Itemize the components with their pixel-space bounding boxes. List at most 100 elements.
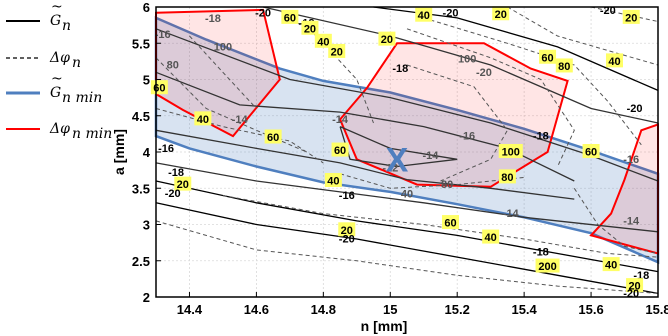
y-tick-label-7: 5.5 [132, 36, 150, 51]
legend-label-phase-min-main: Δφ [49, 121, 70, 137]
gain-contour-1 [262, 6, 659, 124]
legend-label-gain-main: G [50, 13, 61, 29]
phase-contour-5 [189, 35, 257, 109]
contour-label-28: -16 [155, 29, 171, 41]
x-axis-label: n [mm] [361, 318, 408, 334]
contour-label-33: -14 [232, 114, 249, 126]
contour-label-16: 80 [558, 61, 570, 73]
legend-label-gain-min-tilde: ~ [51, 71, 63, 87]
contour-label-bg-1 [281, 9, 299, 24]
contour-label-bg-22 [498, 144, 523, 158]
x-tick-label-4: 15.2 [445, 302, 470, 317]
contour-label-23: 80 [441, 179, 453, 191]
contour-label-41: -20 [165, 188, 181, 200]
legend-label-gain-min-sub: n min [62, 90, 102, 106]
contour-label-bg-52 [602, 257, 620, 272]
contour-label-37: -12 [382, 162, 398, 174]
contour-label-20: -16 [459, 131, 475, 143]
legend-item-gain-min: G ~ n min [6, 71, 102, 106]
y-tick-label-4: 4 [143, 145, 151, 160]
regions [154, 8, 660, 265]
y-tick-label-1: 2.5 [132, 254, 150, 269]
y-tick-label-6: 5 [143, 73, 150, 88]
contour-label-55: -20 [623, 288, 639, 300]
contour-label-bg-3 [301, 20, 319, 35]
contour-label-bg-24 [498, 169, 516, 184]
phase-contour-3 [423, 17, 642, 146]
y-tick-label-8: 6 [143, 0, 150, 15]
phase-contour-12 [573, 188, 659, 254]
contour-label-35: -14 [332, 114, 349, 126]
contour-label-bg-4 [314, 33, 332, 48]
contour-label-49: 40 [485, 232, 497, 244]
contour-label-18: -20 [627, 103, 643, 115]
contour-label-bg-16 [555, 58, 573, 73]
contour-label-43: -16 [339, 190, 355, 202]
contour-label-31: 60 [153, 83, 165, 95]
contour-label-bg-6 [415, 7, 433, 22]
contour-label-1: 60 [284, 12, 296, 24]
contour-label-bg-45 [442, 215, 460, 230]
contour-label-bg-42 [324, 173, 342, 187]
contour-label-bg-31 [150, 80, 168, 95]
gain-contour-2 [155, 28, 659, 182]
contour-labels: -2060-1820402040-202020-2020-18100-20608… [150, 5, 649, 300]
gain-contour-6 [155, 162, 659, 233]
contour-label-44: 40 [401, 189, 413, 201]
phase-contour-8 [222, 195, 659, 258]
contour-label-36: 60 [334, 145, 346, 157]
contour-label-10: -20 [600, 5, 616, 17]
legend-label-phase-main: Δφ [49, 50, 70, 66]
contour-label-24: 80 [501, 172, 513, 184]
legend-item-phase-min: Δφ n min [6, 121, 112, 142]
contour-label-52: 40 [605, 260, 617, 272]
contour-label-19: -18 [533, 131, 549, 143]
contour-label-bg-5 [328, 43, 346, 58]
gain-contour-7 [155, 180, 659, 273]
phase-contour-7 [339, 173, 525, 189]
contour-label-bg-9 [622, 9, 640, 24]
contour-label-13: 100 [458, 54, 476, 66]
contour-label-11: 20 [381, 34, 393, 46]
contour-label-54: 20 [628, 281, 640, 293]
contour-label-9: 20 [625, 12, 637, 24]
phase-contour-9 [155, 220, 659, 294]
contour-label-30: 80 [167, 60, 179, 72]
x-tick-label-2: 14.8 [311, 302, 336, 317]
contour-label-4: 40 [317, 36, 329, 48]
contour-label-56: -14 [623, 215, 640, 227]
contour-label-bg-36 [331, 142, 349, 157]
legend-item-phase: Δφ n [6, 50, 81, 71]
contour-label-38: -16 [158, 143, 174, 155]
legend-label-gain-tilde: ~ [51, 0, 63, 15]
contour-label-27: -18 [205, 13, 221, 25]
contour-label-42: 40 [327, 176, 339, 188]
contour-label-bg-32 [194, 111, 212, 126]
contour-label-39: -18 [168, 167, 184, 179]
phase-contour-4 [406, 28, 575, 167]
contour-label-21: -14 [422, 150, 439, 162]
contour-label-bg-47 [338, 222, 356, 237]
contour-label-29: 100 [214, 41, 232, 53]
axis-ticks: 14.4 14.6 14.8 15 15.2 15.4 15.6 15.8 2 2.5 3 3.5 4 4… [132, 0, 668, 317]
contour-label-5: 20 [331, 46, 343, 58]
contour-label-bg-8 [492, 6, 510, 21]
contour-label-bg-11 [378, 31, 396, 46]
contour-label-7: -20 [443, 7, 459, 19]
gain-contour-8 [155, 202, 659, 295]
x-tick-label-5: 15.4 [511, 302, 537, 317]
contour-label-8: 20 [495, 9, 507, 21]
contour-label-48: -20 [339, 234, 355, 246]
phase-contour-11 [590, 6, 659, 22]
y-axis-label: a [mm] [111, 129, 127, 175]
x-tick-label-7: 15.8 [645, 302, 668, 317]
optimum-marker-x: X [386, 141, 409, 179]
contour-label-bg-51 [535, 258, 560, 273]
contour-label-46: -14 [503, 208, 520, 220]
contour-label-45: 60 [444, 218, 456, 230]
y-tick-label-3: 3.5 [132, 181, 150, 196]
contour-label-40: 20 [177, 179, 189, 191]
phase-contour-10 [507, 6, 659, 66]
contour-label-34: 60 [267, 132, 279, 144]
